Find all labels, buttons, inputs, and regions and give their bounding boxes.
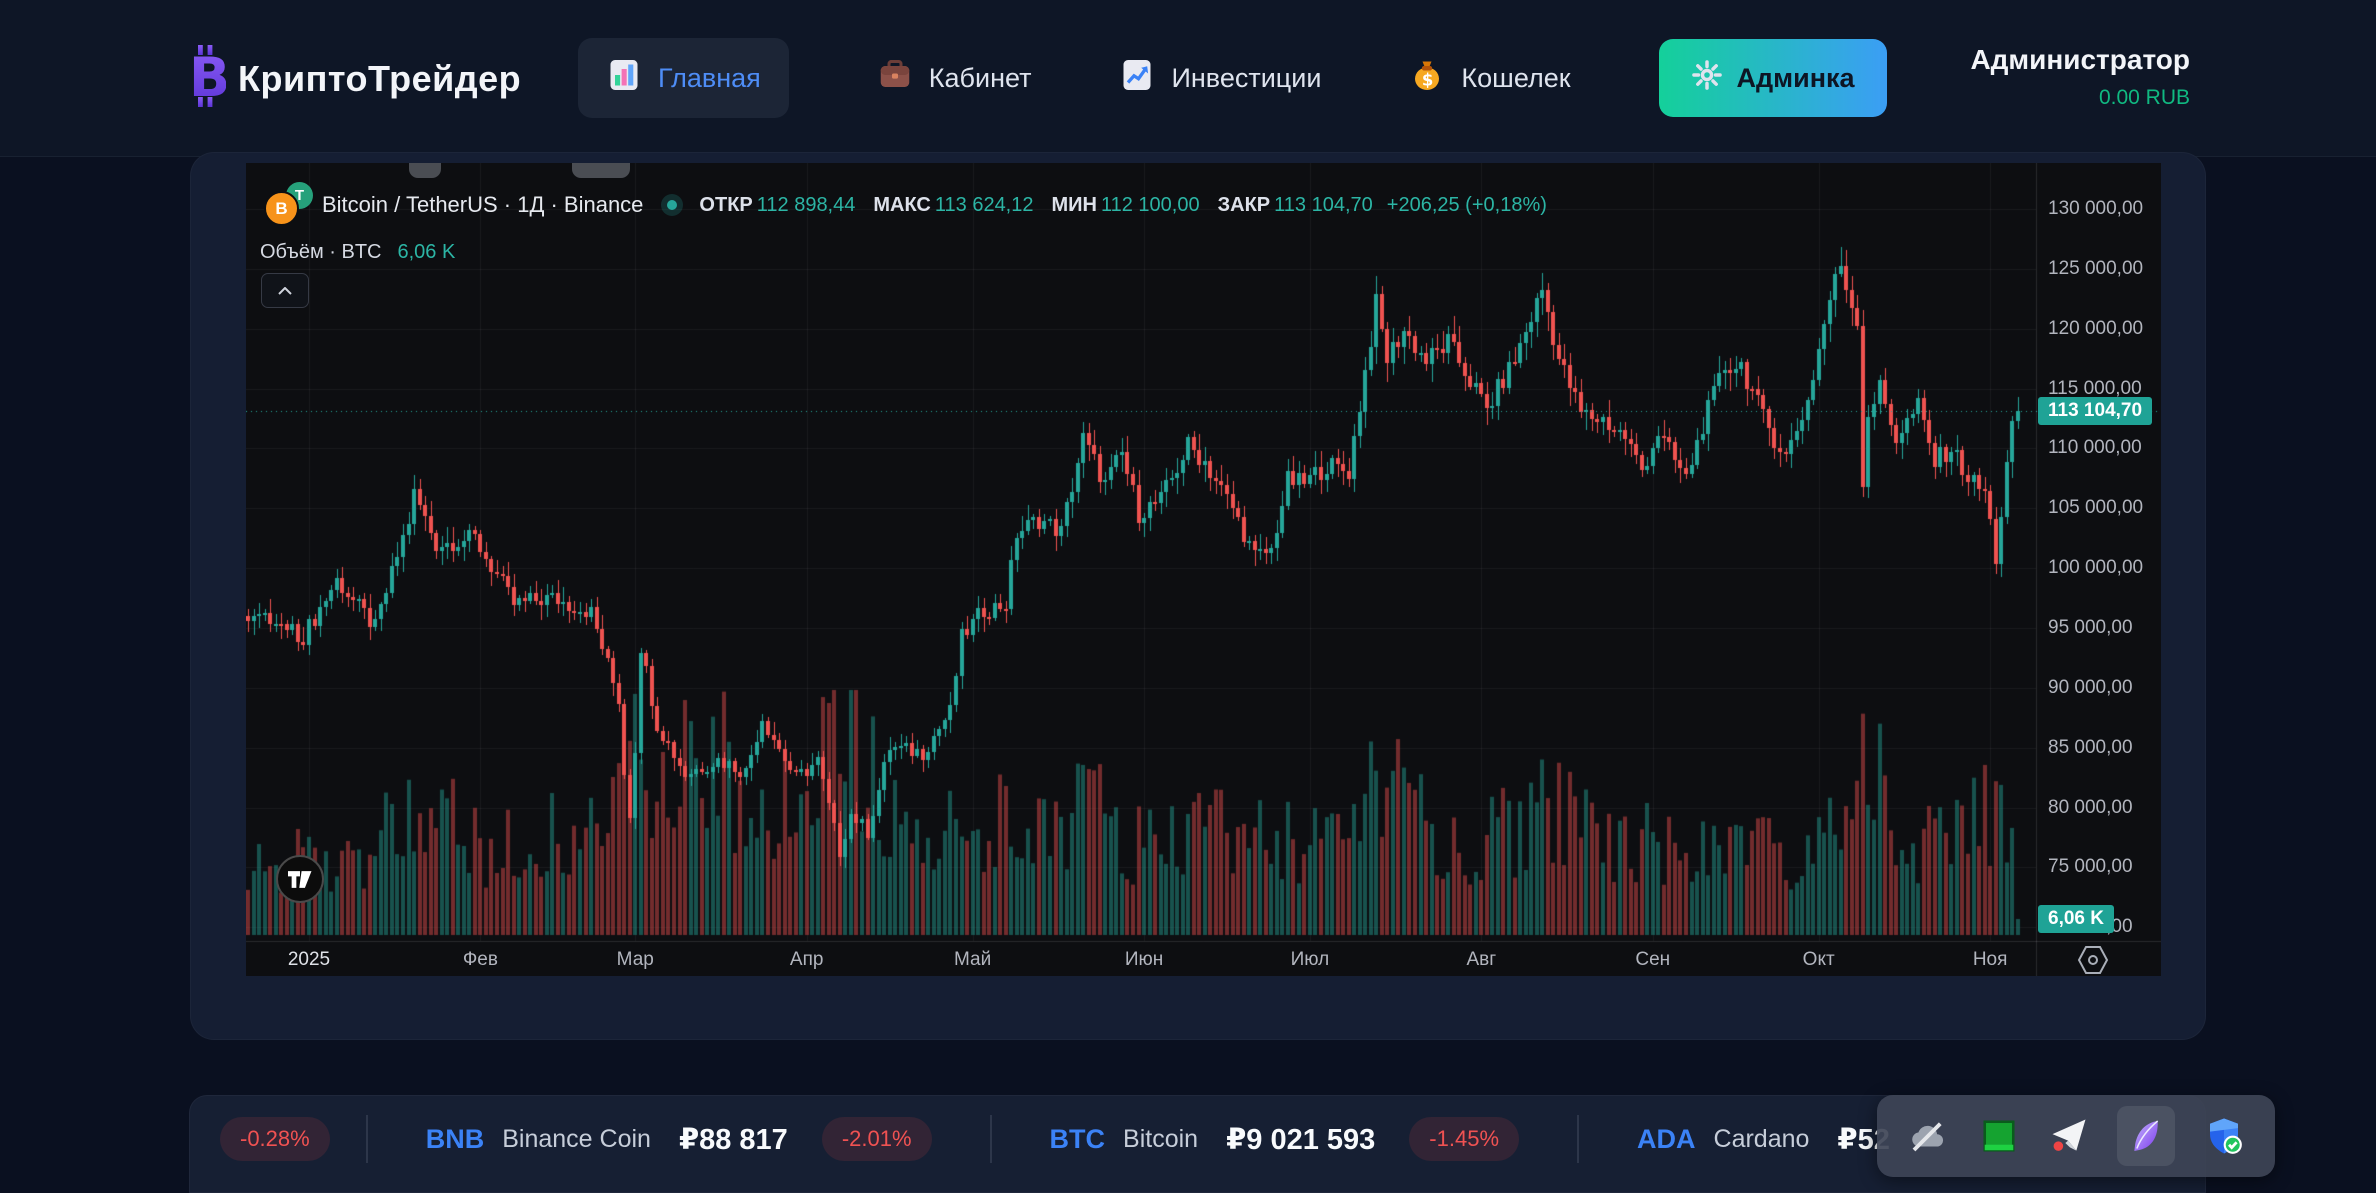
bitcoin-logo-icon: B: [186, 44, 230, 113]
time-axis-label: 2025: [287, 949, 331, 970]
high-label: МАКС: [873, 193, 931, 216]
price-axis-label: 75 000,00: [2048, 856, 2133, 878]
svg-text:B: B: [189, 46, 226, 108]
user-name: Администратор: [1970, 44, 2190, 75]
ticker-divider: [365, 1115, 368, 1163]
tradingview-widget: T B Bitcoin / TetherUS · 1Д · Binance ОТ…: [246, 163, 2161, 976]
brand-name: КриптоТрейдер: [238, 57, 522, 99]
admin-button-label: Админка: [1736, 62, 1855, 93]
low-label: МИН: [1051, 193, 1097, 216]
price-axis-label: 120 000,00: [2048, 317, 2144, 339]
time-axis-label: Сен: [1635, 949, 1671, 970]
price-axis-label: 90 000,00: [2048, 676, 2133, 698]
time-axis-label: Май: [953, 949, 992, 970]
nav-item-wallet[interactable]: $ Кошелек: [1409, 57, 1571, 100]
price-axis-label: 95 000,00: [2048, 616, 2133, 638]
ticker-symbol: BTC: [1049, 1123, 1106, 1154]
price-axis-label: 105 000,00: [2048, 497, 2144, 519]
nav-item-label: Главная: [658, 62, 761, 93]
admin-button[interactable]: Админка: [1658, 39, 1887, 117]
ticker-change-pill: -1.45%: [1409, 1117, 1520, 1161]
ticker-item-ada[interactable]: ADA Cardano ₽52: [1615, 1122, 1912, 1157]
volume-value: 6,06 K: [397, 241, 456, 263]
time-axis-label: Ноя: [1972, 949, 2008, 970]
gear-icon: [1691, 59, 1723, 98]
chart-card: T B Bitcoin / TetherUS · 1Д · Binance ОТ…: [190, 152, 2206, 1040]
close-value: 113 104,70: [1274, 193, 1373, 216]
nav-item-label: Кабинет: [928, 62, 1032, 93]
bar-chart-icon: [606, 57, 642, 100]
price-axis-label: 85 000,00: [2048, 736, 2133, 758]
symbol-title[interactable]: Bitcoin / TetherUS · 1Д · Binance: [322, 192, 644, 217]
chart-legend: T B Bitcoin / TetherUS · 1Д · Binance ОТ…: [260, 182, 1547, 264]
feather-icon[interactable]: [2117, 1106, 2176, 1166]
ticker-change-pill: -0.28%: [220, 1117, 330, 1161]
open-label: ОТКР: [699, 193, 753, 216]
browser-extensions-panel: [1877, 1095, 2275, 1177]
price-axis-label: 130 000,00: [2048, 198, 2144, 219]
btc-usdt-pair-icon: T B: [260, 182, 322, 228]
price-axis-label: 115 000,00: [2048, 377, 2142, 399]
money-bag-icon: $: [1409, 57, 1445, 100]
price-axis-label: 110 000,00: [2048, 437, 2142, 459]
ticker-divider: [1577, 1115, 1580, 1163]
time-axis-label: Апр: [789, 949, 824, 970]
user-info[interactable]: Администратор 0.00 RUB: [1970, 44, 2190, 110]
time-axis-label: Июн: [1124, 949, 1164, 970]
ticker-change-pill: -2.01%: [821, 1117, 932, 1161]
close-label: ЗАКР: [1217, 193, 1271, 216]
price-axis-label: 125 000,00: [2048, 257, 2144, 279]
ticker-item-bnb[interactable]: BNB Binance Coin ₽88 817 -2.01%: [404, 1117, 954, 1161]
ticker-name: Binance Coin: [502, 1124, 651, 1153]
ticker-item-btc[interactable]: BTC Bitcoin ₽9 021 593 -1.45%: [1028, 1117, 1541, 1161]
nav-item-label: Инвестиции: [1171, 62, 1322, 93]
nav-items: Главная Кабинет Инвестиции: [578, 38, 1887, 118]
collapse-legend-button[interactable]: [261, 273, 309, 308]
telegram-icon[interactable]: [2047, 1114, 2091, 1158]
user-balance: 0.00 RUB: [2098, 86, 2190, 109]
market-status-dot[interactable]: [667, 200, 678, 210]
shield-check-icon[interactable]: [2202, 1114, 2246, 1158]
axis-settings-icon[interactable]: [2076, 944, 2110, 976]
volume-label[interactable]: Объём · BTC: [260, 241, 382, 263]
low-value: 112 100,00: [1100, 193, 1200, 216]
top-nav: B КриптоТрейдер Главная: [0, 0, 2376, 157]
price-axis-label: 100 000,00: [2048, 557, 2144, 579]
ticker-price: ₽88 817: [678, 1123, 788, 1156]
brand[interactable]: B КриптоТрейдер: [186, 44, 521, 113]
current-price-badge: 113 104,70: [2038, 397, 2153, 426]
briefcase-icon: [877, 57, 913, 100]
ticker-divider: [989, 1115, 992, 1163]
nav-item-investments[interactable]: Инвестиции: [1119, 57, 1321, 100]
svg-text:$: $: [1422, 70, 1433, 89]
nav-item-label: Кошелек: [1461, 62, 1571, 93]
cloud-off-icon[interactable]: [1906, 1114, 1950, 1158]
nav-item-cabinet[interactable]: Кабинет: [877, 57, 1032, 100]
tradingview-logo[interactable]: [276, 855, 324, 903]
nav-item-home[interactable]: Главная: [578, 38, 789, 118]
ohlc-values: ОТКР 112 898,44 МАКС 113 624,12 МИН 112 …: [699, 194, 1546, 217]
time-axis-label: Июл: [1290, 949, 1330, 970]
high-value: 113 624,12: [934, 193, 1034, 216]
green-square-icon[interactable]: [1977, 1114, 2021, 1158]
time-axis-label: Окт: [1802, 949, 1835, 970]
time-axis-label: Авг: [1466, 949, 1497, 970]
price-axis-label: 80 000,00: [2048, 796, 2133, 818]
time-axis-label: Фев: [462, 949, 498, 970]
ticker-name: Bitcoin: [1123, 1124, 1199, 1153]
ticker-bar: -0.28% BNB Binance Coin ₽88 817 -2.01% B…: [189, 1095, 2206, 1193]
ticker-price: ₽9 021 593: [1226, 1123, 1376, 1156]
volume-badge: 6,06 K: [2038, 905, 2114, 933]
chart-up-icon: [1119, 57, 1155, 100]
ticker-row: -0.28% BNB Binance Coin ₽88 817 -2.01% B…: [220, 1096, 1912, 1182]
candlestick-canvas[interactable]: [246, 163, 2161, 976]
ticker-symbol: BNB: [425, 1123, 485, 1154]
open-value: 112 898,44: [756, 193, 856, 216]
ticker-name: Cardano: [1713, 1124, 1810, 1153]
time-axis-label: Мар: [616, 949, 654, 970]
bitcoin-coin-icon: B: [264, 191, 299, 226]
ticker-symbol: ADA: [1637, 1123, 1696, 1154]
change-value: +206,25 (+0,18%): [1386, 193, 1547, 216]
